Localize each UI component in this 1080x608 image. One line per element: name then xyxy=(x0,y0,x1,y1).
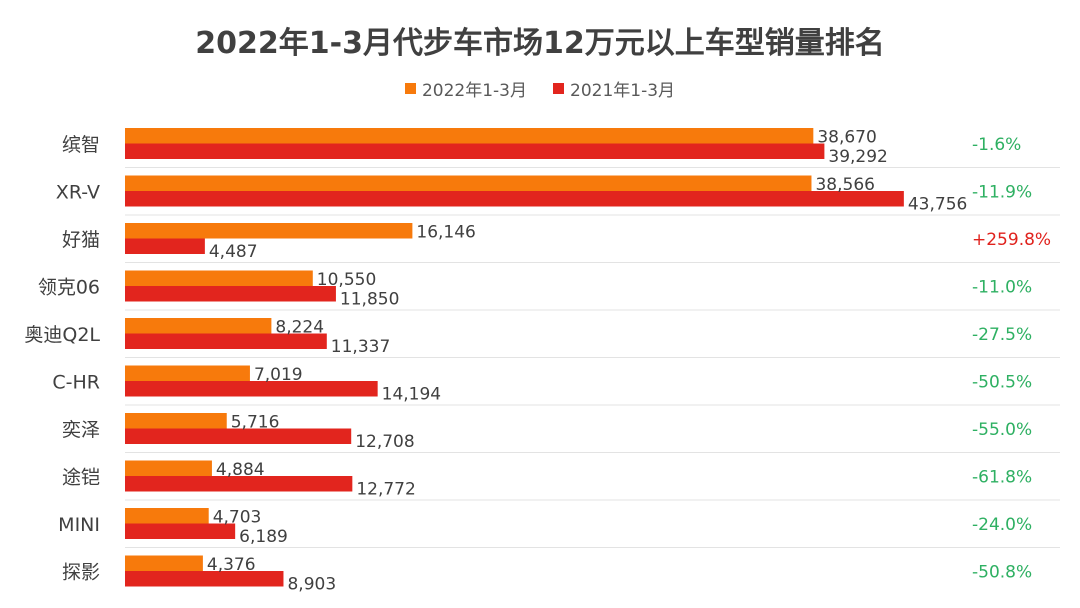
value-label-2022: 4,703 xyxy=(213,508,262,528)
value-label-2022: 10,550 xyxy=(317,270,376,290)
value-label-2021: 12,772 xyxy=(356,480,415,500)
bar-2022 xyxy=(125,555,203,571)
value-label-2021: 8,903 xyxy=(287,575,336,595)
bar-2021 xyxy=(125,381,378,397)
bar-2021 xyxy=(125,286,336,302)
category-label: 奕泽 xyxy=(62,419,100,441)
bar-2021 xyxy=(125,571,284,587)
legend-label-2021: 2021年1-3月 xyxy=(570,81,676,101)
category-label: 途铠 xyxy=(62,466,100,488)
chart-title: 2022年1-3月代步车市场12万元以上车型销量排名 xyxy=(195,26,885,61)
bar-2021 xyxy=(125,333,327,349)
value-label-2022: 4,376 xyxy=(207,555,256,575)
value-label-2022: 7,019 xyxy=(254,365,303,385)
change-label: -11.0% xyxy=(972,277,1032,297)
bar-2022 xyxy=(125,318,272,334)
legend: 2022年1-3月 2021年1-3月 xyxy=(0,76,1080,101)
value-label-2021: 12,708 xyxy=(355,432,414,452)
change-label: +259.8% xyxy=(972,230,1051,250)
value-label-2021: 11,337 xyxy=(331,337,390,357)
change-label: -11.9% xyxy=(972,182,1032,202)
legend-label-2022: 2022年1-3月 xyxy=(421,81,527,101)
legend-item-2022: 2022年1-3月 xyxy=(404,76,527,101)
change-label: -1.6% xyxy=(972,135,1021,155)
change-label: -27.5% xyxy=(972,325,1032,345)
category-label: C-HR xyxy=(52,371,100,393)
category-label: MINI xyxy=(58,514,100,536)
value-label-2021: 6,189 xyxy=(239,527,288,547)
category-label: XR-V xyxy=(56,181,100,203)
category-label: 缤智 xyxy=(62,134,100,156)
change-label: -61.8% xyxy=(972,467,1032,487)
bar-2021 xyxy=(125,523,236,539)
bar-2021 xyxy=(125,476,353,492)
bar-2021 xyxy=(125,238,205,254)
value-label-2021: 43,756 xyxy=(908,195,967,215)
category-label: 领克06 xyxy=(38,276,100,298)
value-label-2022: 38,670 xyxy=(817,128,876,148)
bar-2022 xyxy=(125,413,227,429)
change-label: -50.5% xyxy=(972,372,1032,392)
bar-2021 xyxy=(125,191,904,207)
bar-2022 xyxy=(125,175,812,191)
legend-item-2021: 2021年1-3月 xyxy=(553,76,675,101)
category-label: 奥迪Q2L xyxy=(24,324,100,346)
category-label: 好猫 xyxy=(62,229,100,251)
bar-2022 xyxy=(125,270,313,286)
bar-2021 xyxy=(125,143,825,159)
value-label-2021: 4,487 xyxy=(209,242,258,262)
legend-swatch-2021 xyxy=(553,83,564,94)
value-label-2021: 14,194 xyxy=(382,385,441,405)
legend-swatch-2022 xyxy=(404,83,416,94)
value-label-2022: 5,716 xyxy=(231,413,280,433)
bar-2022 xyxy=(125,365,250,381)
bar-2022 xyxy=(125,508,209,524)
value-label-2022: 16,146 xyxy=(416,223,475,243)
value-label-2022: 38,566 xyxy=(815,175,874,195)
bar-2022 xyxy=(125,223,413,239)
bar-2022 xyxy=(125,128,814,144)
value-label-2021: 11,850 xyxy=(340,290,399,310)
value-label-2021: 39,292 xyxy=(828,147,887,167)
value-label-2022: 8,224 xyxy=(275,318,324,338)
change-label: -50.8% xyxy=(972,562,1032,582)
change-label: -55.0% xyxy=(972,420,1032,440)
category-label: 探影 xyxy=(62,561,100,583)
bar-2022 xyxy=(125,460,212,476)
value-label-2022: 4,884 xyxy=(216,460,265,480)
change-label: -24.0% xyxy=(972,515,1032,535)
bar-2021 xyxy=(125,428,352,444)
